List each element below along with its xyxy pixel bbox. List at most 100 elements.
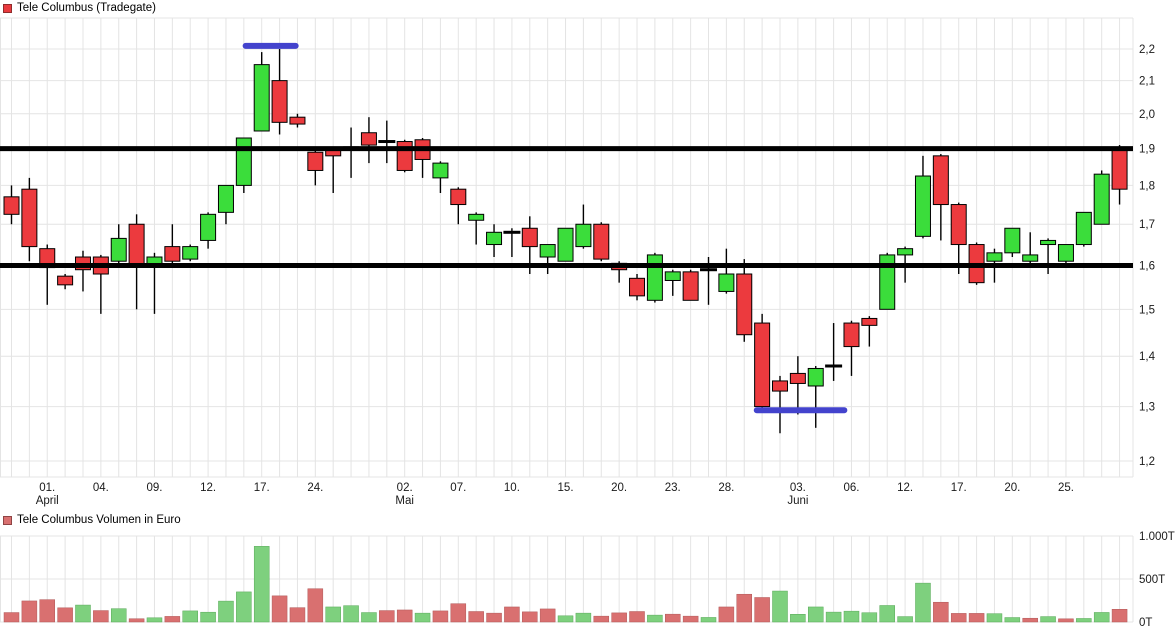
volume-bar [1058, 618, 1074, 623]
x-axis-date-label: 09. [146, 482, 162, 494]
x-axis-date-label: 25. [1058, 482, 1074, 494]
x-axis-date-label: 03. [790, 482, 806, 494]
candle-body [164, 246, 181, 262]
volume-bar [950, 613, 967, 623]
y-axis-label: 1,3 [1139, 402, 1155, 414]
volume-bar [897, 616, 913, 623]
candle-body [182, 246, 199, 260]
candle-body [468, 213, 485, 221]
volume-bar [200, 611, 216, 623]
x-axis-month-label: Mai [395, 495, 414, 507]
volume-bar [915, 582, 931, 623]
candle-body [789, 372, 806, 384]
volume-bar [986, 613, 1003, 623]
x-axis-date-label: 12. [200, 482, 216, 494]
volume-bar [575, 612, 592, 623]
volume-bar [879, 605, 895, 623]
candle-body [128, 223, 145, 266]
candle-doji-tick [700, 268, 718, 272]
volume-bar [486, 612, 502, 623]
candle-body [557, 227, 574, 262]
x-axis-date-label: 20. [611, 482, 627, 494]
volume-bar [361, 612, 377, 623]
x-axis-month-label: Juni [787, 495, 808, 507]
candle-body [307, 151, 324, 171]
candle-body [646, 254, 663, 301]
x-axis-date-label: 24. [307, 482, 323, 494]
candle-body [1004, 227, 1021, 254]
volume-bar [825, 611, 842, 623]
candle-body [1040, 239, 1057, 246]
candle-body [432, 162, 449, 179]
volume-bar [218, 600, 234, 623]
candle-body [897, 248, 914, 256]
candle-body [396, 141, 413, 171]
candle-body [932, 155, 949, 206]
price-series-title: Tele Columbus (Tradegate) [17, 2, 156, 14]
candle-body [736, 273, 753, 336]
candle-body [629, 277, 646, 297]
candle-body [593, 223, 610, 260]
volume-bar [682, 615, 699, 623]
volume-bar [504, 606, 520, 623]
x-axis-date-label: 04. [93, 482, 109, 494]
volume-bar [450, 603, 467, 623]
volume-bar [611, 612, 627, 623]
candle-body [861, 317, 878, 326]
volume-series-title: Tele Columbus Volumen in Euro [17, 514, 181, 526]
candle-body [843, 322, 860, 348]
candle-body [950, 204, 967, 246]
volume-axis-label: 1.000T [1139, 531, 1175, 543]
candle-body [1093, 173, 1110, 225]
y-axis-label: 1,6 [1139, 260, 1155, 272]
volume-bar [396, 609, 413, 623]
x-axis-date-label: 12. [897, 482, 913, 494]
volume-bar [593, 615, 610, 623]
volume-bar [933, 601, 949, 623]
y-axis-label: 1,4 [1139, 351, 1156, 363]
candle-body [325, 149, 342, 157]
volume-bar [557, 615, 574, 623]
candle-body [200, 213, 217, 241]
volume-bar [1093, 612, 1110, 623]
candle-body [21, 188, 38, 248]
candle-body [110, 237, 127, 262]
volume-bar [21, 600, 38, 623]
candle-body [450, 188, 467, 206]
x-axis-date-label: 15. [558, 482, 574, 494]
volume-bar [861, 612, 878, 623]
volume-bar [665, 613, 681, 623]
candle-body [682, 271, 699, 301]
x-axis-date-label: 06. [843, 482, 859, 494]
volume-bar [1111, 609, 1128, 623]
candle-body [1111, 148, 1128, 190]
x-axis-date-label: 07. [450, 482, 466, 494]
candle-body [754, 322, 771, 408]
volume-bar [57, 607, 73, 623]
y-axis-label: 2,2 [1139, 44, 1155, 56]
volume-bar [110, 608, 127, 623]
volume-bar [807, 606, 824, 623]
candle-doji-tick [825, 364, 843, 368]
volume-bar [146, 617, 163, 623]
candle-body [235, 137, 252, 186]
volume-bar [700, 617, 717, 623]
candle-body [914, 175, 931, 237]
y-axis-label: 2,1 [1139, 76, 1155, 88]
x-axis-date-label: 17. [254, 482, 270, 494]
volume-bar [343, 605, 359, 623]
y-axis-label: 1,5 [1139, 304, 1155, 316]
volume-bar [253, 546, 270, 623]
volume-bar [128, 618, 145, 623]
x-axis-date-label: 01. [39, 482, 55, 494]
candle-body [1057, 244, 1074, 262]
candle-body [664, 271, 681, 281]
price-series-swatch-icon [3, 3, 12, 13]
volume-bar [968, 613, 985, 623]
volume-bar [325, 606, 341, 623]
volume-bar [629, 611, 645, 623]
volume-bar [1076, 618, 1092, 623]
candle-body [575, 223, 592, 248]
volume-bar [1004, 617, 1021, 623]
